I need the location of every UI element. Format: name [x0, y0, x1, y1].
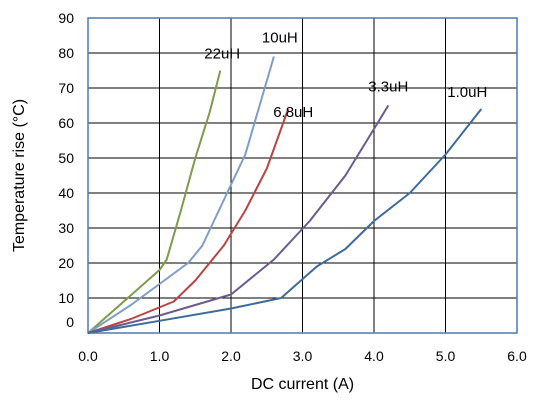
x-tick-label: 0.0	[78, 348, 98, 364]
x-tick-label: 3.0	[293, 348, 313, 364]
x-tick-label: 1.0	[150, 348, 170, 364]
series-line-6-8uh	[87, 108, 290, 334]
series-label-6-8uh: 6.8uH	[273, 104, 313, 121]
x-axis-title: DC current (A)	[251, 376, 354, 393]
y-tick-label: 10	[58, 290, 74, 306]
y-tick-label: 80	[58, 45, 74, 61]
series-label-22uh: 22uH	[204, 46, 240, 63]
plot-frame	[87, 17, 518, 334]
x-tick-label: 4.0	[364, 348, 384, 364]
y-axis-title: Temperature rise (°C)	[11, 99, 28, 252]
series-line-22uh	[87, 70, 222, 334]
y-tick-label: 20	[58, 255, 74, 271]
series-label-3-3uh: 3.3uH	[368, 79, 408, 96]
x-tick-label: 6.0	[507, 348, 527, 364]
y-tick-labels: 0 10 20 30 40 50 60 70 80 90	[58, 10, 74, 330]
y-tick-label: 30	[58, 220, 74, 236]
series-lines	[87, 56, 483, 334]
grid-lines	[87, 17, 518, 334]
y-tick-label: 0	[66, 314, 74, 330]
series-label-1-0uh: 1.0uH	[447, 84, 487, 101]
series-label-10uh: 10uH	[262, 30, 298, 47]
y-tick-label: 40	[58, 185, 74, 201]
series-labels: 22uH 10uH 6.8uH 3.3uH 1.0uH	[204, 30, 487, 122]
x-tick-labels: 0.0 1.0 2.0 3.0 4.0 5.0 6.0	[78, 348, 527, 364]
x-tick-label: 2.0	[221, 348, 241, 364]
y-tick-label: 90	[58, 10, 74, 26]
y-tick-label: 70	[58, 80, 74, 96]
series-line-3-3uh	[87, 104, 390, 334]
series-line-10uh	[87, 56, 275, 334]
y-tick-label: 60	[58, 115, 74, 131]
x-tick-label: 5.0	[436, 348, 456, 364]
series-line-1-0uh	[87, 108, 483, 334]
y-tick-label: 50	[58, 150, 74, 166]
